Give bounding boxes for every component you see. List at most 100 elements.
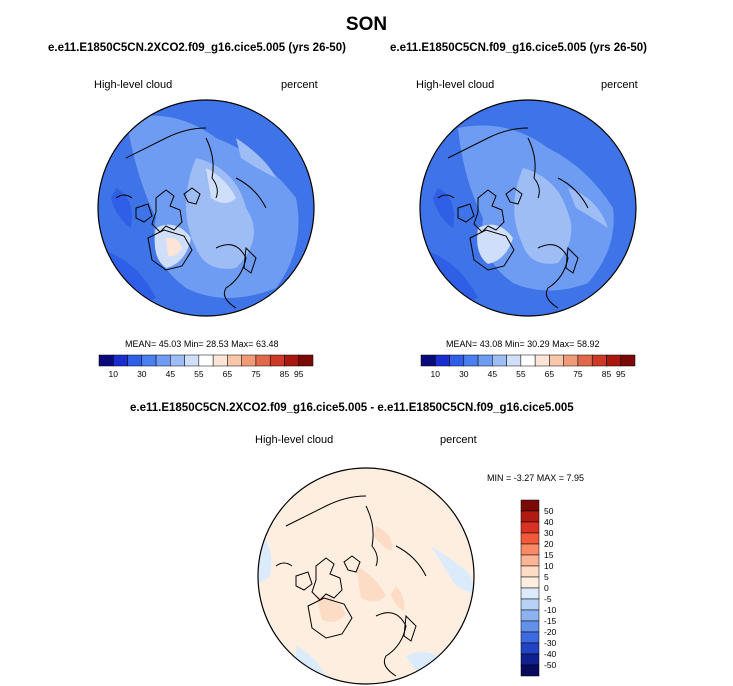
- panel-1-colorbar-swatch: [98, 354, 114, 367]
- panel-1-max-label: Max=: [231, 339, 254, 349]
- panel-1-colorbar-swatch: [184, 354, 200, 367]
- diff-colorbar-swatch: [520, 521, 540, 534]
- panel-2-colorbar-swatch: [435, 354, 450, 367]
- panel-2-colorbar-swatch: [534, 354, 550, 367]
- panel-1-colorbar-swatch: [255, 354, 271, 367]
- diff-colorbar-swatch: [520, 565, 540, 578]
- panel-1-colorbar-tick-label: 85: [280, 369, 290, 379]
- panel-1-min-value: 28.53: [206, 339, 229, 349]
- diff-variable-label: High-level cloud: [255, 434, 334, 446]
- panel-2-colorbar-tick-label: 10: [431, 369, 441, 379]
- panel-1-colorbar-tick-label: 65: [223, 369, 233, 379]
- panel-1-colorbar-tick-label: 75: [251, 369, 261, 379]
- diff-colorbar-swatch: [520, 499, 540, 512]
- diff-colorbar-swatch: [520, 543, 540, 556]
- panel-2-colorbar-tick-label: 30: [459, 369, 469, 379]
- diff-min-max-stats: MIN = -3.27 MAX = 7.95: [487, 473, 585, 483]
- panel-2-colorbar-swatch: [606, 354, 621, 367]
- diff-colorbar-tick-label: 50: [544, 506, 554, 516]
- panel-2-colorbar: 10 30 45 55 65 75 85 95: [420, 354, 636, 379]
- diff-units-label: percent: [440, 434, 477, 446]
- panel-1-mean-label: MEAN=: [125, 339, 157, 349]
- panel-2-colorbar-swatch: [492, 354, 507, 367]
- diff-colorbar-swatch: [520, 631, 540, 644]
- diff-colorbar-swatch: [520, 576, 540, 589]
- diff-polar-map: [257, 467, 475, 685]
- panel-1-colorbar: 10 30 45 55 65 75 85 95: [98, 354, 314, 379]
- panel-2-colorbar-swatch: [563, 354, 579, 367]
- panel-2-polar-map: [419, 99, 637, 317]
- diff-colorbar-swatch: [520, 587, 540, 600]
- panel-1-colorbar-swatch: [198, 354, 214, 367]
- panel-1-colorbar-swatch: [227, 354, 242, 367]
- panel-1-colorbar-swatch: [284, 354, 299, 367]
- diff-colorbar-tick-label: 40: [544, 517, 554, 527]
- panel-2-min-value: 30.29: [527, 339, 550, 349]
- panel-1-colorbar-tick-label: 95: [294, 369, 304, 379]
- diff-colorbar-tick-label: -20: [544, 627, 557, 637]
- panel-2-colorbar-swatch: [591, 354, 607, 367]
- panel-2-case-title: e.e11.E1850C5CN.f09_g16.cice5.005 (yrs 2…: [390, 42, 648, 54]
- diff-colorbar-tick-label: 5: [544, 572, 549, 582]
- panel-2-colorbar-swatch: [449, 354, 465, 367]
- panel-2-colorbar-swatch: [549, 354, 564, 367]
- panel-1-polar-map: [97, 99, 315, 317]
- panel-2-colorbar-swatch: [477, 354, 493, 367]
- panel-2-max-label: Max=: [552, 339, 575, 349]
- panel-1-colorbar-tick-label: 10: [109, 369, 119, 379]
- panel-2-max-value: 58.92: [576, 339, 600, 349]
- panel-2-colorbar-tick-label: 85: [602, 369, 612, 379]
- panel-2-units-label: percent: [601, 79, 638, 91]
- diff-colorbar-tick-label: 30: [544, 528, 554, 538]
- panel-2-colorbar-tick-label: 75: [573, 369, 583, 379]
- panel-1-colorbar-swatch: [127, 354, 143, 367]
- panel-1-colorbar-swatch: [269, 354, 285, 367]
- diff-colorbar-swatch: [520, 554, 540, 567]
- panel-1-mean-value: 45.03: [158, 339, 182, 349]
- panel-2-colorbar-swatch: [620, 354, 636, 367]
- diff-colorbar-tick-label: 10: [544, 561, 554, 571]
- panel-2-colorbar-swatch: [520, 354, 536, 367]
- panel-1-min-label: Min=: [183, 339, 204, 349]
- panel-2-variable-label: High-level cloud: [416, 79, 495, 91]
- panel-1-colorbar-swatch: [241, 354, 257, 367]
- diff-colorbar-tick-label: 0: [544, 583, 549, 593]
- diff-colorbar-swatch: [520, 620, 540, 633]
- panel-1-max-value: 63.48: [255, 339, 279, 349]
- panel-1-case-title: e.e11.E1850C5CN.2XCO2.f09_g16.cice5.005 …: [48, 42, 346, 54]
- panel-1-colorbar-swatch: [141, 354, 157, 367]
- panel-2-colorbar-tick-label: 65: [545, 369, 555, 379]
- panel-2-colorbar-swatch: [577, 354, 593, 367]
- panel-1-colorbar-swatch: [170, 354, 185, 367]
- panel-1-units-label: percent: [281, 79, 318, 91]
- panel-2-colorbar-swatch: [506, 354, 522, 367]
- panel-2-colorbar-tick-label: 55: [516, 369, 526, 379]
- panel-2-colorbar-swatch: [463, 354, 479, 367]
- diff-colorbar-tick-label: -5: [544, 594, 552, 604]
- diff-colorbar-swatch: [520, 653, 540, 666]
- panel-1-colorbar-tick-label: 45: [166, 369, 176, 379]
- panel-2-colorbar-tick-label: 95: [616, 369, 626, 379]
- panel-2-mean-value: 43.08: [479, 339, 503, 349]
- panel-1-colorbar-tick-label: 30: [137, 369, 147, 379]
- diff-colorbar-swatch: [520, 664, 540, 677]
- diff-colorbar-tick-label: -10: [544, 605, 557, 615]
- panel-1-variable-label: High-level cloud: [94, 79, 173, 91]
- diff-colorbar-swatch: [520, 609, 540, 622]
- panel-1-colorbar-tick-label: 55: [194, 369, 204, 379]
- diff-colorbar-swatch: [520, 510, 540, 523]
- panel-2-colorbar-swatch: [420, 354, 436, 367]
- panel-1-colorbar-swatch: [212, 354, 228, 367]
- figure-title: SON: [345, 14, 388, 35]
- panel-1-colorbar-swatch: [298, 354, 314, 367]
- panel-1-colorbar-swatch: [113, 354, 128, 367]
- diff-colorbar-tick-label: -40: [544, 649, 557, 659]
- diff-colorbar-tick-label: -30: [544, 638, 557, 648]
- diff-colorbar-tick-label: -50: [544, 660, 557, 670]
- diff-colorbar-tick-label: -15: [544, 616, 557, 626]
- diff-colorbar-tick-label: 20: [544, 539, 554, 549]
- diff-colorbar-swatch: [520, 598, 540, 611]
- panel-2-mean-label: MEAN=: [446, 339, 478, 349]
- panel-2-colorbar-tick-label: 45: [488, 369, 498, 379]
